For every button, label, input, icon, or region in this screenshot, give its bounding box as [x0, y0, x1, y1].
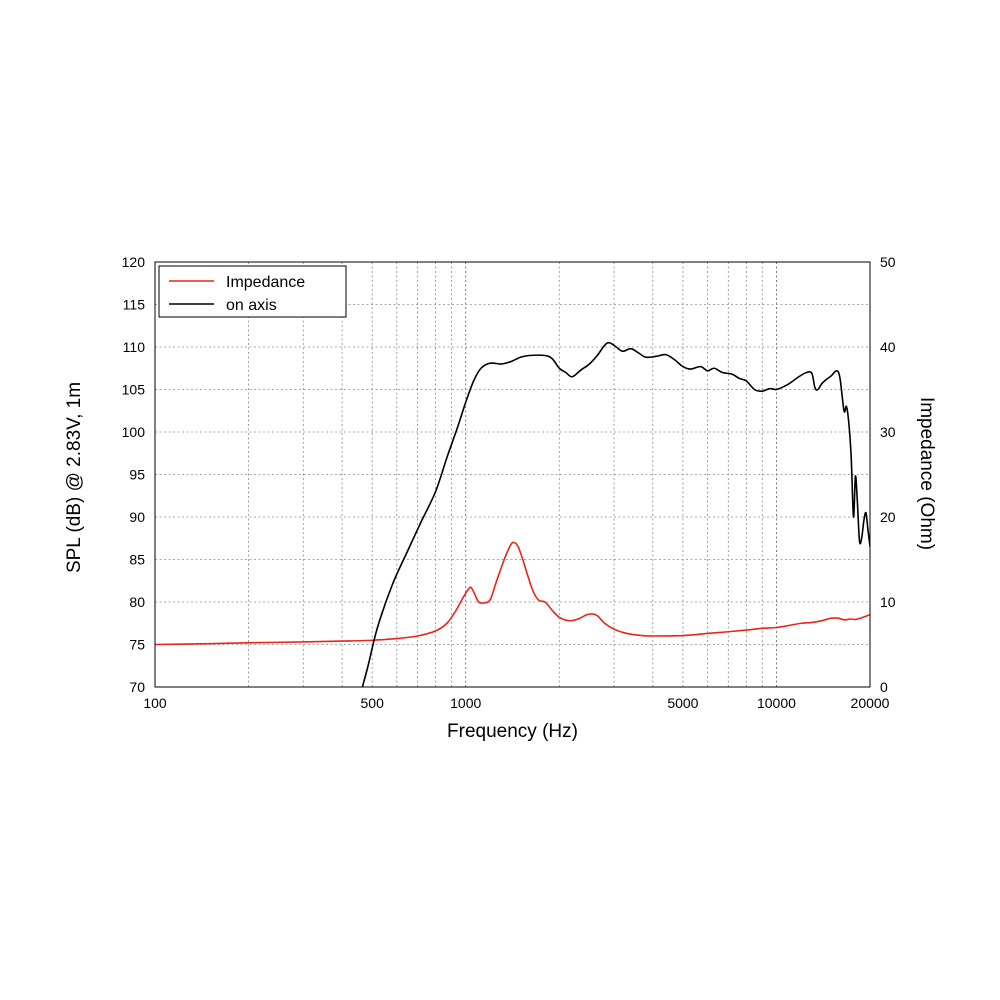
- y-left-tick-label: 80: [129, 594, 145, 610]
- y-left-tick-label: 85: [129, 552, 145, 568]
- y-left-tick-label: 100: [122, 424, 146, 440]
- y-right-tick-label: 20: [880, 509, 896, 525]
- y-left-tick-label: 105: [122, 382, 146, 398]
- y-right-tick-label: 10: [880, 594, 896, 610]
- x-tick-label: 10000: [757, 695, 796, 711]
- x-tick-labels: 100 500 1000 5000 10000 20000: [143, 695, 889, 711]
- y-right-tick-label: 50: [880, 254, 896, 270]
- y-left-tick-label: 75: [129, 637, 145, 653]
- x-axis-label: Frequency (Hz): [447, 721, 578, 742]
- series-line-impedance: [155, 541, 870, 646]
- y-left-axis-label: SPL (dB) @ 2.83V, 1m: [64, 382, 85, 573]
- legend-entry-on-axis: on axis: [226, 297, 277, 314]
- y-right-axis-label: Impedance (Ohm): [916, 397, 937, 550]
- curves: [155, 341, 870, 687]
- y-right-tick-labels: 0 10 20 30 40 50: [880, 254, 896, 695]
- grid: [155, 262, 870, 687]
- plot-frame: [154, 261, 871, 688]
- legend-entry-impedance: Impedance: [226, 274, 305, 291]
- y-left-tick-label: 110: [123, 339, 146, 355]
- x-tick-label: 5000: [667, 695, 698, 711]
- y-left-tick-label: 90: [129, 509, 145, 525]
- x-tick-label: 500: [361, 695, 385, 711]
- y-right-tick-label: 30: [880, 424, 896, 440]
- y-right-tick-label: 0: [880, 679, 888, 695]
- y-left-tick-label: 120: [122, 254, 146, 270]
- y-left-tick-label: 70: [129, 679, 145, 695]
- legend-box: [158, 265, 347, 318]
- y-left-tick-label: 115: [123, 297, 146, 313]
- y-left-tick-labels: 70 75 80 85 90 95 100 105 110 115 120: [122, 254, 146, 695]
- legend: Impedance on axis: [158, 265, 347, 318]
- x-tick-label: 20000: [851, 695, 890, 711]
- series-line-on-axis: [361, 341, 870, 687]
- y-left-tick-label: 95: [129, 467, 145, 483]
- y-right-tick-label: 40: [880, 339, 896, 355]
- x-tick-label: 1000: [450, 695, 481, 711]
- x-tick-label: 100: [143, 695, 167, 711]
